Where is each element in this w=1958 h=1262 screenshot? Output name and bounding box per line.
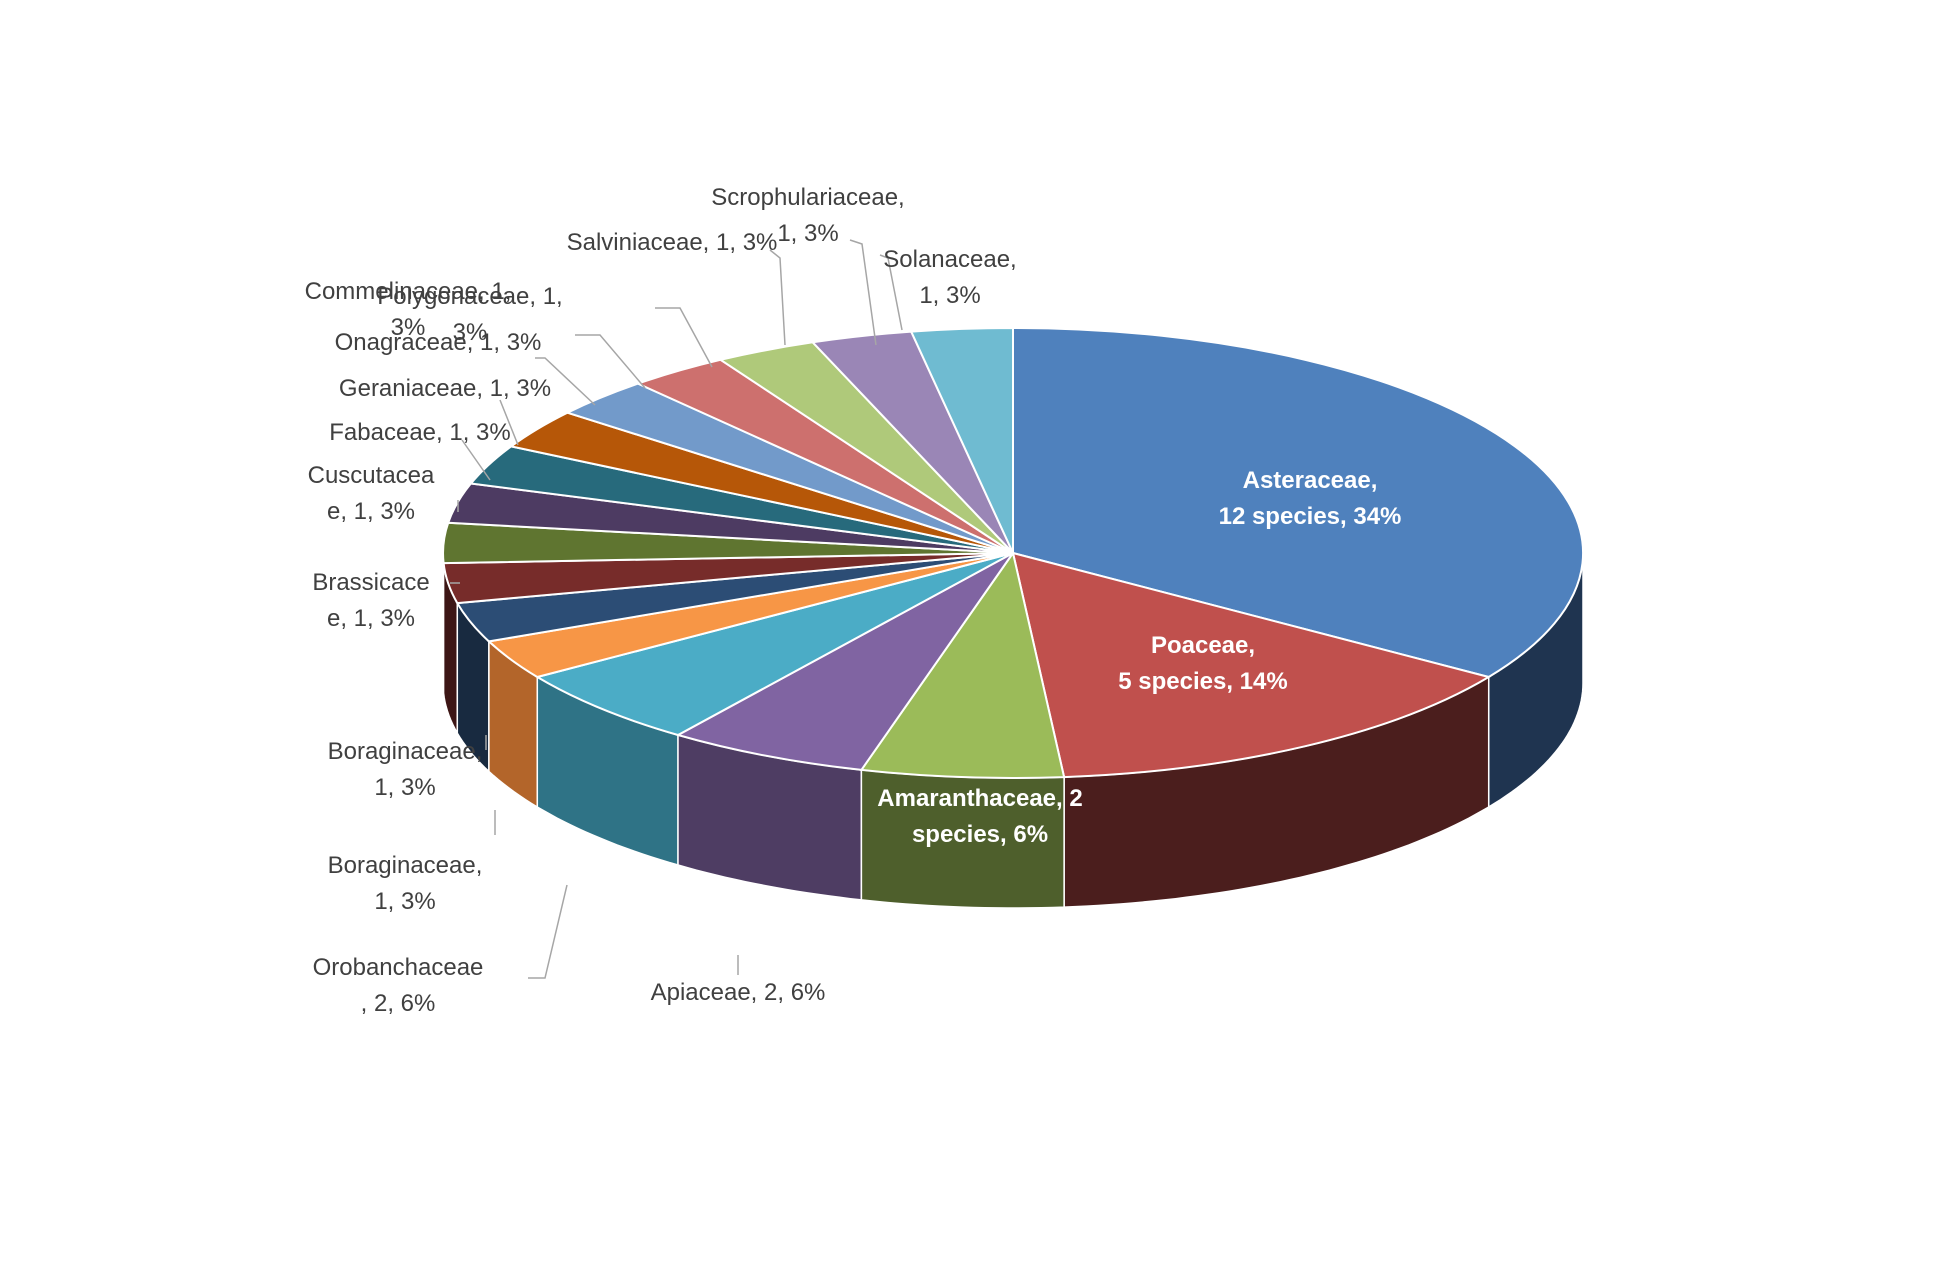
data-label-16: Solanaceae, 1, 3%: [883, 246, 1016, 309]
data-label-7: Brassicace e, 1, 3%: [312, 569, 429, 632]
leader-line-10: [499, 399, 519, 446]
data-label-4: Orobanchaceae , 2, 6%: [313, 954, 484, 1017]
data-label-14: Salviniaceae, 1, 3%: [567, 229, 778, 256]
data-label-line: Scrophulariaceae,: [711, 184, 904, 211]
data-label-line: Geraniaceae, 1, 3%: [339, 375, 551, 402]
leader-lines: [450, 239, 903, 979]
data-label-line: 12 species, 34%: [1219, 503, 1402, 530]
data-label-6: Boraginaceae, 1, 3%: [328, 852, 483, 915]
data-label-15: Scrophulariaceae, 1, 3%: [711, 184, 904, 247]
data-label-line: , 2, 6%: [361, 990, 436, 1017]
data-label-line: Solanaceae,: [883, 246, 1016, 273]
pie-slice-4: [534, 552, 1014, 737]
leader-line-16: [879, 254, 903, 331]
data-label-line: Boraginaceae,: [328, 852, 483, 879]
data-label-line: species, 6%: [912, 821, 1048, 848]
data-label-line: Asteraceae,: [1243, 467, 1378, 494]
leader-line-11: [535, 357, 596, 406]
data-label-line: e, 1, 3%: [327, 498, 415, 525]
data-label-1: Poaceae, 5 species, 14%: [1118, 632, 1287, 695]
leader-line-4: [528, 884, 568, 979]
data-label-8: Cuscutacea e, 1, 3%: [308, 462, 435, 525]
data-label-line: Salviniaceae, 1, 3%: [567, 229, 778, 256]
pie-slice-1: [1011, 551, 1492, 779]
pie-slice-2: [859, 550, 1066, 779]
data-label-0: Asteraceae, 12 species, 34%: [1219, 467, 1402, 530]
data-label-5: Boraginaceae, 1, 3%: [328, 738, 483, 801]
data-label-10: Geraniaceae, 1, 3%: [339, 375, 551, 402]
pie-top-slices: [442, 326, 1585, 779]
leader-line-13: [655, 307, 713, 368]
data-label-line: Apiaceae, 2, 6%: [651, 979, 826, 1006]
leader-line-9: [461, 439, 491, 481]
data-label-2: Amaranthaceae, 2 species, 6%: [877, 785, 1082, 848]
data-label-13: Polygonaceae, 1, 3%: [377, 283, 562, 346]
leader-line-12: [575, 334, 646, 389]
data-label-line: 1, 3%: [777, 220, 838, 247]
leader-line-15: [849, 239, 877, 346]
data-label-line: Polygonaceae, 1,: [377, 283, 562, 310]
data-label-line: 3%: [391, 314, 426, 341]
data-label-line: Cuscutacea: [308, 462, 435, 489]
data-labels: Asteraceae, 12 species, 34% Poaceae, 5 spec…: [305, 184, 1402, 1017]
data-label-line: Amaranthaceae, 2: [877, 785, 1082, 812]
data-label-line: Onagraceae, 1, 3%: [335, 329, 542, 356]
pie-slice-16: [909, 326, 1014, 554]
data-label-line: 3%: [453, 319, 488, 346]
data-label-3: Apiaceae, 2, 6%: [651, 979, 826, 1006]
data-label-line: Commelinaceae, 1,: [305, 278, 512, 305]
data-label-9: Fabaceae, 1, 3%: [329, 419, 510, 446]
data-label-line: Fabaceae, 1, 3%: [329, 419, 510, 446]
data-label-11: Onagraceae, 1, 3%: [335, 329, 542, 356]
pie-slice-3: [675, 552, 1014, 771]
data-label-line: 1, 3%: [374, 774, 435, 801]
data-label-line: 1, 3%: [374, 888, 435, 915]
data-label-line: 1, 3%: [919, 282, 980, 309]
data-label-line: Boraginaceae,: [328, 738, 483, 765]
data-label-line: Poaceae,: [1151, 632, 1255, 659]
data-label-line: e, 1, 3%: [327, 605, 415, 632]
data-label-line: Orobanchaceae: [313, 954, 484, 981]
pie-sides: [442, 552, 1584, 909]
data-label-line: 5 species, 14%: [1118, 668, 1287, 695]
data-label-12: Commelinaceae, 1, 3%: [305, 278, 512, 341]
data-label-line: Brassicace: [312, 569, 429, 596]
leader-line-14: [769, 249, 786, 346]
